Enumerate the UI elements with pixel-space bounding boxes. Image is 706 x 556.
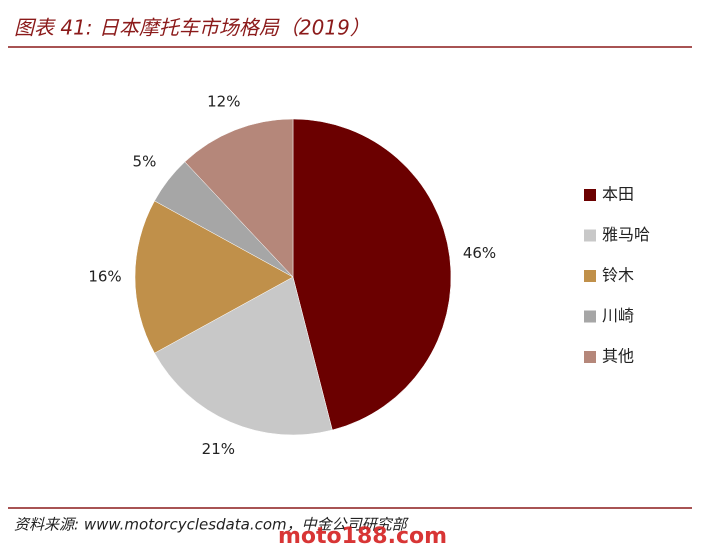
pie-slice (292, 118, 452, 431)
legend-label: 雅马哈 (602, 225, 650, 244)
pie-slice (184, 118, 294, 278)
legend-swatch (584, 189, 596, 201)
legend-label: 铃木 (602, 266, 634, 285)
watermark: moto188.com (278, 524, 447, 549)
data-label: 5% (133, 152, 157, 170)
legend-swatch (584, 270, 596, 282)
pie-slice (134, 200, 294, 354)
pie-slice (154, 276, 333, 436)
legend-swatch (584, 310, 596, 323)
legend-label: 川崎 (602, 306, 634, 325)
chart-title: 图表 41: 日本摩托车市场格局（2019） (14, 16, 370, 40)
source-note: 资料来源: www.motorcyclesdata.com，中金公司研究部 (14, 516, 410, 534)
data-label: 46% (463, 244, 496, 262)
data-label: 16% (88, 268, 121, 286)
legend-label: 本田 (602, 185, 634, 204)
legend-label: 其他 (602, 347, 634, 366)
legend-swatch (584, 229, 596, 242)
data-label: 21% (202, 440, 235, 458)
data-label: 12% (207, 93, 240, 111)
legend-swatch (584, 351, 596, 363)
